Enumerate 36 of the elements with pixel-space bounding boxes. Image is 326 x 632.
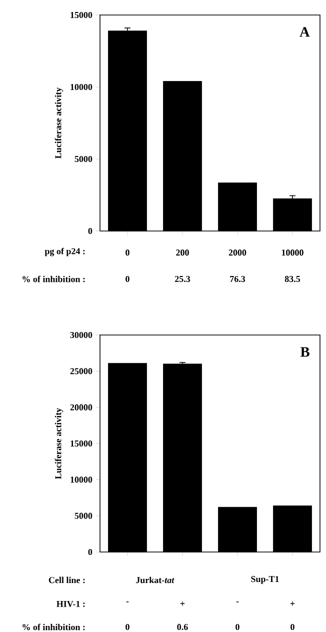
y-axis-title: Luciferase activity bbox=[54, 87, 64, 158]
y-tick-label: 5000 bbox=[74, 512, 92, 519]
text: A bbox=[300, 27, 310, 37]
text: Cell line : bbox=[48, 576, 85, 584]
y-axis-title: Luciferase activity bbox=[54, 408, 64, 479]
text: % of inhibition : bbox=[22, 624, 85, 630]
y-tick-label: 25000 bbox=[70, 368, 92, 374]
x-axis-title: HIV-1 : bbox=[56, 600, 85, 608]
text: % of inhibition : bbox=[22, 276, 85, 282]
text: 0 bbox=[126, 624, 130, 630]
y-tick-label: 5000 bbox=[74, 156, 92, 162]
text: 83.5 bbox=[284, 276, 300, 282]
y-tick-label: 15000 bbox=[70, 12, 92, 18]
text: 0.6 bbox=[177, 624, 188, 630]
x-tick-label: + bbox=[180, 602, 185, 606]
text: Sup-T1 bbox=[251, 576, 279, 584]
y-tick-label: 0 bbox=[88, 228, 92, 234]
y-tick-label: 0 bbox=[88, 548, 92, 556]
text: B bbox=[300, 347, 310, 357]
x-tick-label: 10000 bbox=[282, 250, 304, 256]
y-tick-label: 20000 bbox=[70, 404, 92, 410]
text: Jurkat-tat bbox=[136, 576, 174, 584]
text: 76.3 bbox=[230, 276, 246, 282]
y-tick-label: 30000 bbox=[70, 332, 92, 338]
y-tick-label: 10000 bbox=[70, 84, 92, 90]
text: 0 bbox=[236, 624, 240, 630]
x-tick-label: + bbox=[290, 602, 295, 606]
x-tick-label: 0 bbox=[126, 250, 130, 256]
y-tick-label: 10000 bbox=[70, 476, 92, 483]
text: 25.3 bbox=[174, 276, 190, 282]
text: 0 bbox=[126, 276, 130, 282]
text: 0 bbox=[290, 624, 294, 630]
y-tick-label: 15000 bbox=[70, 440, 92, 447]
x-axis-title: pg of p24 : bbox=[44, 248, 85, 256]
x-tick-label: 200 bbox=[176, 250, 189, 256]
x-tick-label: 2000 bbox=[228, 250, 246, 256]
